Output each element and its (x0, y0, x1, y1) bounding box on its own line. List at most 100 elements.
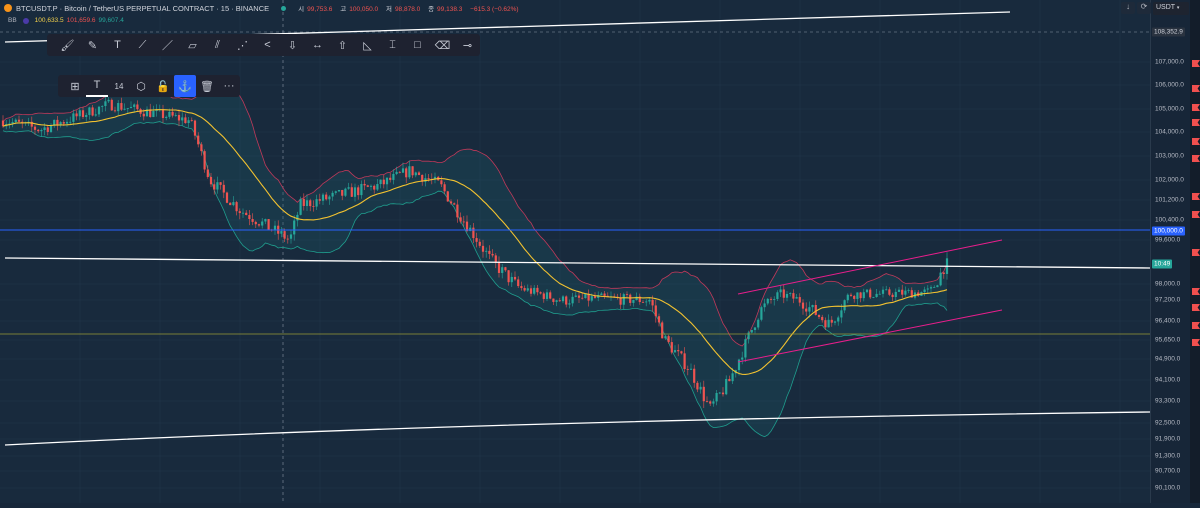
candle (1, 120, 5, 127)
alert-flag-icon[interactable] (1192, 60, 1200, 67)
candle (78, 110, 81, 117)
candle (942, 272, 945, 274)
candle (478, 241, 481, 246)
candle (750, 329, 753, 333)
candle (245, 212, 248, 216)
chart-pane[interactable] (0, 0, 1151, 503)
candle (904, 290, 907, 295)
ohlc-values: 시 99,753.6 고 100,050.0 저 98,878.0 종 99,138.3… (298, 6, 519, 13)
candle (485, 250, 488, 252)
brush-icon[interactable]: 🖌 (60, 39, 75, 52)
candle (373, 185, 376, 190)
candle (635, 296, 638, 301)
arrow-down-icon[interactable]: ↓ (1121, 2, 1135, 14)
ray-icon[interactable]: ／ (162, 40, 173, 52)
price-tick: 104,000.0 (1155, 128, 1184, 136)
candle (321, 194, 325, 201)
candle (30, 121, 33, 127)
alert-flag-icon[interactable] (1192, 304, 1200, 311)
bb-lower-line (2, 121, 948, 438)
price-tick: 91,900.0 (1155, 435, 1181, 443)
candle (744, 339, 747, 358)
path-icon[interactable]: ⋰ (237, 39, 248, 52)
settings-icon[interactable]: ⬡ (136, 80, 146, 93)
alert-flag-icon[interactable] (1192, 339, 1200, 346)
candle (427, 178, 430, 180)
candle (453, 203, 456, 205)
arrow-up-icon[interactable]: ⇧ (337, 39, 348, 52)
candle (334, 191, 337, 193)
alert-flag-icon[interactable] (1192, 193, 1200, 200)
candle (136, 104, 139, 110)
candle (376, 184, 379, 190)
candle (363, 183, 366, 186)
candle (891, 294, 894, 298)
alert-flag-icon[interactable] (1192, 119, 1200, 126)
disjoint-channel-icon[interactable]: ⫽ (215, 38, 220, 51)
more-icon[interactable]: ··· (223, 80, 235, 92)
parallel-channel-icon[interactable]: ▱ (188, 39, 197, 52)
candle (837, 317, 840, 322)
candle (549, 292, 552, 299)
candle (238, 211, 241, 214)
candle (625, 294, 629, 295)
candle (142, 113, 145, 117)
candle (840, 310, 843, 318)
text-color-icon[interactable]: T (86, 75, 108, 97)
symbol-header: BTCUSDT.P · Bitcoin / TetherUS PERPETUAL… (4, 3, 522, 13)
grid-add-icon[interactable]: ⊞ (70, 80, 80, 93)
text-icon[interactable]: T (114, 39, 121, 51)
price-tick: 103,000.0 (1155, 152, 1184, 160)
anchor-icon[interactable]: ⚓ (174, 75, 196, 97)
trend-line-icon[interactable]: ⟋ (138, 38, 147, 51)
candle (600, 293, 603, 295)
indicator-visibility-icon[interactable] (22, 17, 29, 24)
candle (737, 359, 741, 371)
candle (933, 287, 936, 288)
candle (789, 293, 792, 294)
alert-flag-icon[interactable] (1192, 288, 1200, 295)
alert-flag-icon[interactable] (1192, 249, 1200, 256)
candle (46, 127, 49, 132)
unlock-icon[interactable]: 🔓 (156, 80, 170, 93)
horizontal-ray-icon[interactable]: ⊸ (462, 39, 473, 52)
market-open-icon (281, 5, 287, 11)
candle (49, 125, 53, 132)
alert-flag-icon[interactable] (1192, 138, 1200, 145)
triangle-icon[interactable]: ◺ (363, 39, 372, 52)
candle (325, 194, 328, 200)
candle (670, 342, 673, 353)
candle (206, 169, 209, 177)
candle (814, 304, 817, 315)
alert-flag-icon[interactable] (1192, 322, 1200, 329)
alert-flag-icon[interactable] (1192, 85, 1200, 92)
bb-legend[interactable]: BB 100,633.5 101,659.6 99,607.4 (8, 17, 124, 24)
trash-icon[interactable]: 🗑 (200, 80, 214, 93)
candle (472, 227, 475, 239)
candle (133, 104, 136, 107)
candle (869, 289, 872, 298)
channel-upper-line (737, 239, 1003, 295)
candle (661, 322, 664, 339)
price-axis[interactable]: 107,000.0 106,000.0 105,000.0 104,000.0 103,… (1150, 0, 1190, 503)
alert-flag-icon[interactable] (1192, 104, 1200, 111)
date-range-icon[interactable]: ↔ (312, 39, 323, 51)
price-tick: 107,000.0 (1155, 58, 1184, 66)
pitchfork-icon[interactable]: < (264, 39, 271, 51)
candle (798, 297, 801, 303)
arrow-down-icon[interactable]: ⇩ (287, 39, 298, 52)
highlighter-icon[interactable]: ✎ (87, 39, 98, 52)
candle (606, 295, 609, 297)
candle (529, 288, 533, 294)
candle (849, 294, 853, 296)
symbol-title[interactable]: BTCUSDT.P · Bitcoin / TetherUS PERPETUAL… (16, 3, 270, 13)
alert-flag-icon[interactable] (1192, 155, 1200, 162)
font-size-select[interactable]: 14 (114, 81, 124, 91)
eraser-icon[interactable]: ⌫ (434, 39, 451, 52)
alert-flag-icon[interactable] (1192, 211, 1200, 218)
refresh-icon[interactable]: ⟳ (1137, 2, 1151, 14)
rectangle-icon[interactable]: □ (414, 39, 421, 51)
currency-select[interactable]: USDT ▾ (1153, 2, 1189, 15)
price-range-icon[interactable]: ⌶ (389, 38, 396, 51)
candle (299, 198, 302, 215)
